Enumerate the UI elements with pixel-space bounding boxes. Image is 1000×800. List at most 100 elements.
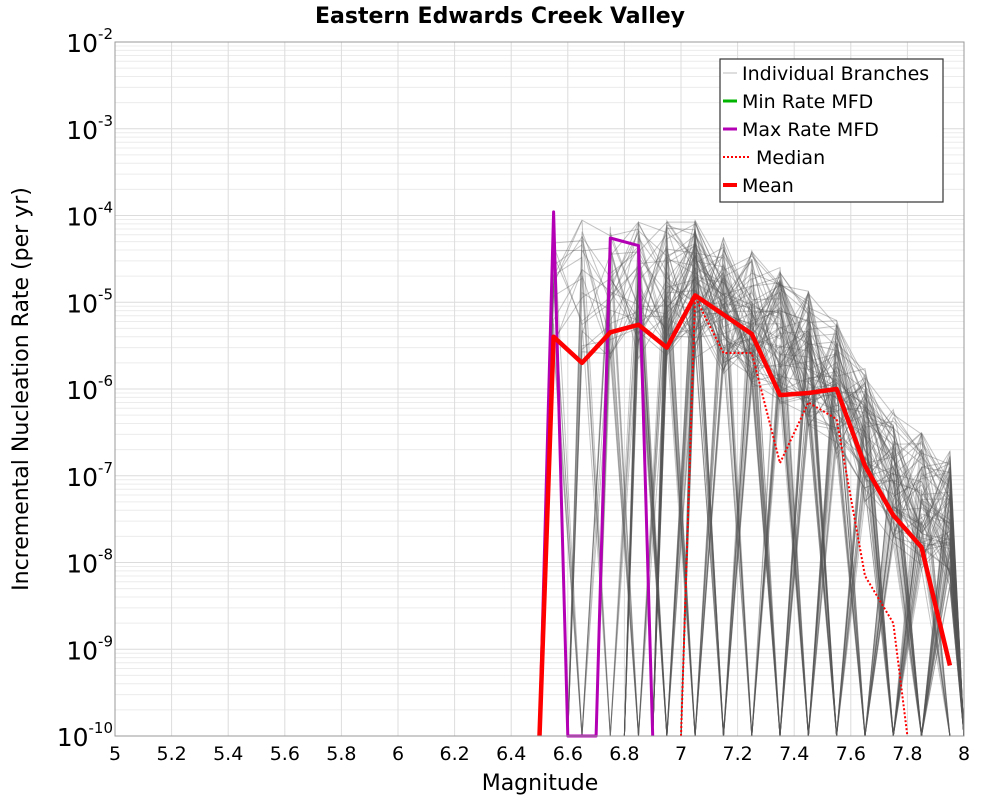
branch-curve	[539, 236, 965, 737]
branch-curve	[623, 266, 965, 737]
x-tick-label: 7.8	[892, 743, 922, 765]
branch-curve	[652, 246, 965, 737]
branch-curve	[539, 277, 964, 737]
branch-curve	[595, 237, 965, 737]
y-tick-label: 10-4	[66, 199, 113, 232]
branch-curve	[680, 281, 965, 737]
branch-curve	[652, 272, 965, 737]
legend-box	[719, 58, 944, 203]
x-tick-label: 6.4	[496, 743, 526, 765]
branch-curve	[623, 242, 965, 737]
axis-labels: 5 5.2 5.4 5.6 5.8 6 6.2 6.4 6.6 6.8 7 7.2 7.4 7.6 7.8 8…	[57, 25, 970, 765]
branch-curve	[623, 249, 965, 737]
branch-curve	[623, 272, 965, 737]
branch-curve	[595, 264, 965, 737]
y-axis-label: Incremental Nucleation Rate (per yr)	[9, 187, 34, 591]
y-tick-label: 10-5	[66, 285, 113, 318]
branch-curve	[539, 241, 964, 737]
branch-curve	[623, 236, 965, 737]
branch-curve	[595, 279, 964, 737]
branch-curve	[539, 245, 964, 737]
branch-curve	[680, 220, 965, 737]
branch-curve	[652, 247, 965, 737]
series-line-mean	[537, 293, 953, 737]
branch-curve	[652, 278, 965, 737]
branch-curve	[539, 226, 965, 737]
x-tick-label: 7.2	[722, 743, 752, 765]
branch-curve	[680, 310, 965, 737]
legend-label-max-rate: Max Rate MFD	[742, 119, 879, 141]
x-tick-label: 5.8	[326, 743, 356, 765]
branch-curve	[652, 219, 965, 737]
legend-label-min-rate: Min Rate MFD	[742, 91, 873, 113]
y-tick-label: 10-3	[66, 112, 113, 145]
branch-curve	[567, 247, 965, 737]
branch-curve	[539, 249, 965, 737]
x-tick-label: 6	[392, 743, 404, 765]
legend: Individual Branches Min Rate MFD Max Rat…	[719, 58, 944, 203]
x-tick-label: 8	[958, 743, 970, 765]
branch-curve	[595, 234, 965, 737]
branch-curve	[595, 258, 965, 737]
x-tick-label: 6.8	[609, 743, 639, 765]
branch-curve	[623, 260, 965, 737]
branch-curve	[623, 222, 965, 737]
x-tick-label: 7	[675, 743, 687, 765]
x-tick-label: 5.4	[213, 743, 243, 765]
branch-curve	[623, 272, 965, 737]
branch-curve	[623, 221, 965, 737]
chart-title: Eastern Edwards Creek Valley	[315, 4, 685, 29]
branch-curve	[595, 242, 964, 737]
branch-curve	[539, 224, 964, 737]
y-tick-label: 10-9	[66, 632, 113, 665]
branch-curve	[652, 250, 965, 737]
branch-curve	[652, 221, 965, 737]
branch-curve	[567, 265, 965, 737]
branch-curve	[623, 264, 965, 737]
branch-curve	[680, 230, 965, 737]
branch-curve	[539, 243, 965, 737]
branch-curve	[567, 226, 965, 737]
branch-curve	[680, 274, 965, 737]
x-tick-label: 7.4	[779, 743, 809, 765]
branch-curve	[652, 248, 965, 737]
x-tick-label: 7.6	[836, 743, 866, 765]
x-tick-label: 5	[109, 743, 121, 765]
series-line-median	[680, 296, 909, 737]
plot-frame	[114, 41, 965, 737]
legend-label-branches: Individual Branches	[742, 63, 929, 85]
legend-label-median: Median	[756, 147, 825, 169]
y-tick-label: 10-7	[66, 459, 113, 492]
branch-curve	[680, 300, 965, 737]
x-tick-label: 6.6	[553, 743, 583, 765]
branch-curve	[680, 252, 965, 737]
branch-curve	[652, 223, 965, 737]
x-tick-label: 5.2	[156, 743, 186, 765]
x-tick-label: 5.6	[270, 743, 300, 765]
branch-curve	[680, 262, 964, 737]
branch-curve	[539, 220, 965, 737]
y-tick-label: 10-2	[66, 25, 113, 58]
branch-curve	[680, 276, 965, 737]
x-tick-label: 6.2	[439, 743, 469, 765]
legend-label-mean: Mean	[742, 175, 794, 197]
branch-curve	[567, 229, 965, 737]
branch-curve	[652, 243, 965, 737]
y-tick-label: 10-8	[66, 546, 113, 579]
branch-curve	[680, 288, 965, 737]
branch-curve	[595, 250, 965, 737]
branch-curve	[680, 312, 965, 737]
branch-curve	[623, 260, 965, 737]
branch-curve	[623, 256, 965, 737]
branch-curve	[567, 288, 965, 737]
branch-curve	[595, 232, 964, 737]
branch-curve	[595, 232, 965, 737]
branch-curve	[652, 244, 965, 737]
x-axis-label: Magnitude	[482, 771, 599, 796]
branch-curve	[539, 301, 965, 737]
branch-curve	[539, 221, 965, 737]
branch-curve	[652, 231, 965, 737]
y-tick-label: 10-10	[57, 719, 113, 752]
branch-curve	[567, 221, 965, 737]
branch-curve	[567, 271, 964, 737]
